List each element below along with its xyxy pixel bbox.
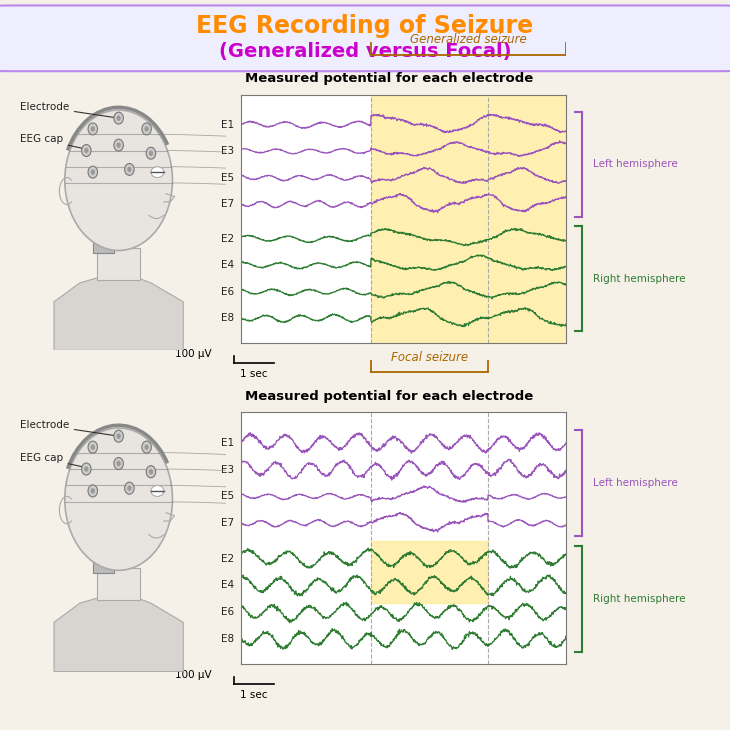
Text: Left hemisphere: Left hemisphere [593, 478, 677, 488]
Bar [93, 559, 115, 573]
Text: E4: E4 [221, 261, 234, 270]
Circle shape [84, 147, 88, 153]
Text: Focal seizure: Focal seizure [391, 351, 468, 364]
Text: E3: E3 [221, 146, 234, 156]
Circle shape [117, 142, 120, 147]
PathPatch shape [54, 274, 183, 350]
Circle shape [88, 123, 98, 135]
Text: E3: E3 [221, 464, 234, 475]
Circle shape [114, 430, 123, 442]
Circle shape [82, 463, 91, 475]
Circle shape [114, 458, 123, 469]
Bar [93, 239, 115, 253]
Text: E4: E4 [221, 580, 234, 591]
Text: (Generalized versus Focal): (Generalized versus Focal) [219, 42, 511, 61]
Text: Measured potential for each electrode: Measured potential for each electrode [245, 72, 533, 85]
Circle shape [125, 482, 134, 494]
Text: 100 μV: 100 μV [175, 670, 212, 680]
Bar [371, 95, 566, 343]
Circle shape [146, 147, 155, 159]
Text: Electrode: Electrode [20, 420, 116, 436]
Text: E7: E7 [221, 518, 234, 529]
PathPatch shape [97, 247, 140, 280]
Circle shape [146, 466, 155, 477]
Circle shape [127, 166, 131, 172]
Circle shape [84, 466, 88, 472]
Text: E6: E6 [221, 287, 234, 297]
PathPatch shape [54, 595, 183, 672]
Circle shape [149, 150, 153, 156]
Circle shape [91, 488, 95, 493]
Circle shape [142, 123, 151, 135]
Circle shape [114, 112, 123, 124]
Circle shape [117, 434, 120, 439]
Text: Electrode: Electrode [20, 102, 116, 118]
FancyBboxPatch shape [0, 5, 730, 72]
Text: EEG cap: EEG cap [20, 134, 90, 150]
Circle shape [117, 461, 120, 466]
Text: EEG Recording of Seizure: EEG Recording of Seizure [196, 14, 534, 38]
Circle shape [88, 441, 98, 453]
Text: E5: E5 [221, 172, 234, 182]
Circle shape [117, 115, 120, 121]
Text: Generalized seizure: Generalized seizure [410, 34, 526, 46]
Circle shape [125, 164, 134, 175]
Text: 1 sec: 1 sec [239, 369, 267, 379]
Circle shape [88, 166, 98, 178]
Circle shape [88, 485, 98, 497]
Text: E2: E2 [221, 553, 234, 564]
Text: EEG cap: EEG cap [20, 453, 90, 469]
PathPatch shape [97, 568, 140, 600]
Ellipse shape [65, 110, 172, 250]
Ellipse shape [65, 428, 172, 570]
Text: E5: E5 [221, 491, 234, 502]
Text: Measured potential for each electrode: Measured potential for each electrode [245, 390, 533, 402]
Ellipse shape [151, 166, 164, 177]
Circle shape [149, 469, 153, 475]
Circle shape [145, 126, 149, 131]
Circle shape [91, 126, 95, 131]
Circle shape [91, 445, 95, 450]
Text: Right hemisphere: Right hemisphere [593, 274, 685, 283]
Text: E6: E6 [221, 607, 234, 618]
Circle shape [145, 445, 149, 450]
Circle shape [127, 485, 131, 491]
Text: E2: E2 [221, 234, 234, 244]
Ellipse shape [151, 485, 164, 496]
Text: E7: E7 [221, 199, 234, 209]
Text: 1 sec: 1 sec [239, 691, 267, 700]
Text: E1: E1 [221, 438, 234, 447]
Text: E1: E1 [221, 120, 234, 130]
Circle shape [91, 169, 95, 175]
Text: E8: E8 [221, 634, 234, 644]
Text: Left hemisphere: Left hemisphere [593, 159, 677, 169]
Text: Right hemisphere: Right hemisphere [593, 593, 685, 604]
Text: E8: E8 [221, 313, 234, 323]
Text: 100 μV: 100 μV [175, 349, 212, 359]
Circle shape [142, 441, 151, 453]
Circle shape [82, 145, 91, 156]
Bar [371, 541, 488, 603]
Circle shape [114, 139, 123, 151]
